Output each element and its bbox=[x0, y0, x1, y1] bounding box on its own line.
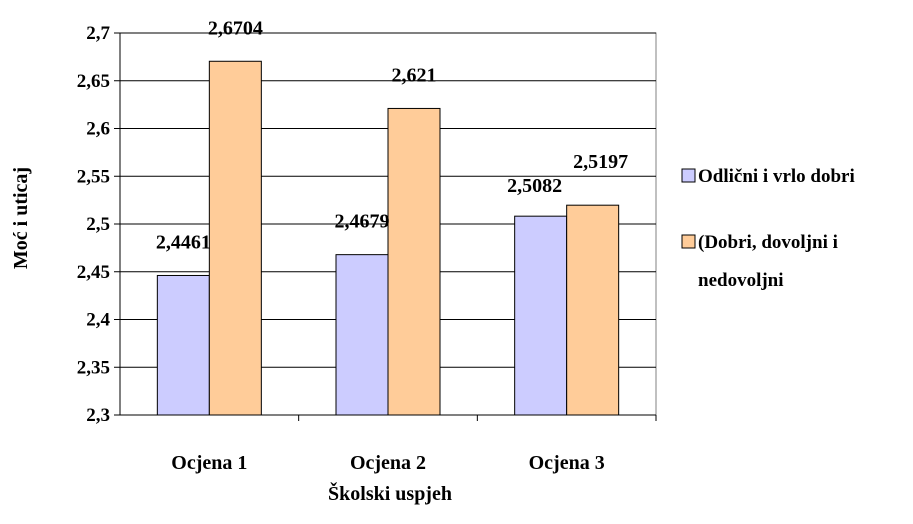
axes: 2,3 2,35 2,4 2,45 2,5 2,55 2,6 2,65 2,7 Ocjena 1 O… bbox=[77, 23, 657, 474]
y-tick-label: 2,55 bbox=[77, 166, 110, 187]
bar bbox=[208, 60, 262, 416]
x-tick-label: Ocjena 2 bbox=[350, 452, 426, 474]
y-tick-label: 2,45 bbox=[77, 262, 110, 283]
legend-entry: Odlični i vrlo dobri bbox=[698, 166, 855, 187]
y-tick-label: 2,3 bbox=[86, 405, 110, 426]
y-tick-label: 2,65 bbox=[77, 71, 110, 92]
data-label: 2,4679 bbox=[335, 211, 390, 233]
x-axis-title: Školski uspjeh bbox=[328, 481, 452, 505]
data-label: 2,5082 bbox=[507, 175, 562, 197]
legend: Odlični i vrlo dobri (Dobri, dovoljni i ne… bbox=[681, 166, 855, 291]
y-axis-title: Moć i uticaj bbox=[10, 167, 32, 269]
bar bbox=[514, 215, 568, 416]
bar bbox=[335, 254, 389, 416]
bar bbox=[566, 204, 620, 416]
y-tick-label: 2,35 bbox=[77, 357, 110, 378]
data-label: 2,6704 bbox=[208, 17, 263, 39]
y-tick-label: 2,4 bbox=[86, 310, 110, 331]
bar bbox=[387, 107, 441, 416]
legend-entry: nedovoljni bbox=[698, 270, 784, 291]
legend-swatch bbox=[681, 168, 696, 183]
legend-entry: (Dobri, dovoljni i bbox=[698, 232, 838, 253]
data-label: 2,4461 bbox=[156, 231, 211, 253]
y-tick-label: 2,5 bbox=[86, 214, 110, 235]
data-label: 2,621 bbox=[392, 64, 437, 86]
x-tick-label: Ocjena 1 bbox=[171, 452, 247, 474]
legend-swatch bbox=[681, 234, 696, 249]
data-labels: 2,4461 2,6704 2,4679 2,621 2,5082 2,5197 bbox=[156, 17, 628, 253]
y-tick-label: 2,6 bbox=[86, 119, 110, 140]
y-tick-label: 2,7 bbox=[86, 23, 110, 44]
bar bbox=[156, 274, 210, 416]
data-label: 2,5197 bbox=[573, 151, 628, 173]
bars bbox=[156, 60, 620, 416]
x-tick-label: Ocjena 3 bbox=[529, 452, 605, 474]
